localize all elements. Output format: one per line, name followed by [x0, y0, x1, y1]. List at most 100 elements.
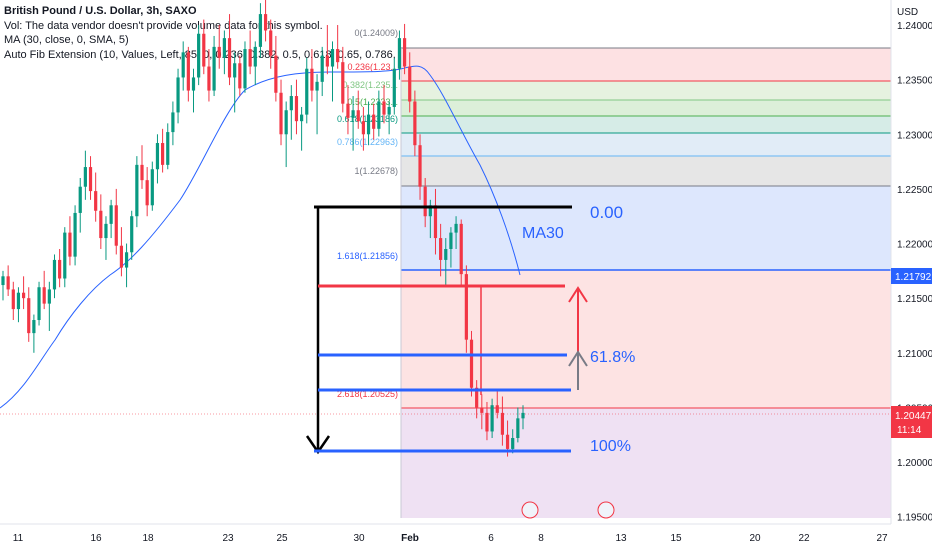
candle-body	[1, 276, 5, 286]
candle	[243, 41, 247, 93]
candle-body	[413, 101, 417, 146]
candle-body	[480, 407, 484, 413]
time-tick-label: 8	[538, 533, 544, 544]
candle-body	[68, 232, 72, 257]
fib-zone-05-0618	[401, 116, 891, 133]
candle-body	[459, 223, 463, 275]
candle-body	[315, 81, 319, 91]
candle-body	[233, 63, 237, 78]
candle-body	[269, 30, 273, 56]
legend-ma[interactable]: MA (30, close, 0, SMA, 5)	[4, 34, 129, 46]
candle	[284, 101, 288, 168]
price-tick-label: 1.24000	[897, 21, 932, 32]
candle	[63, 227, 67, 288]
candle-body	[423, 186, 427, 217]
annotation-ma30[interactable]: MA30	[522, 225, 564, 242]
candle	[397, 30, 402, 80]
candle-body	[372, 114, 376, 129]
time-tick-label: 11	[13, 533, 24, 544]
time-tick-label: 30	[353, 533, 365, 544]
legend-title[interactable]: British Pound / U.S. Dollar, 3h, SAXO	[4, 5, 197, 17]
legend-volume-note[interactable]: Vol: The data vendor doesn't provide vol…	[4, 19, 323, 32]
candle-body	[73, 212, 77, 257]
candle	[485, 401, 489, 441]
red-up-arrow-head[interactable]	[568, 286, 588, 303]
candle	[269, 19, 273, 69]
candle-body	[377, 101, 381, 129]
candle	[521, 405, 525, 430]
user-drawings[interactable]: 0.00 MA30 61.8% 100%	[305, 203, 635, 455]
candle-body	[300, 114, 304, 122]
candle	[212, 35, 216, 97]
ma30-line	[0, 65, 521, 409]
candle-body	[99, 210, 103, 239]
candle-body	[289, 96, 293, 111]
candle-body	[454, 223, 458, 233]
time-tick-label: 25	[276, 533, 288, 544]
candle	[274, 35, 278, 102]
candle	[387, 101, 391, 135]
candle-body	[253, 46, 257, 67]
fib-lines	[400, 47, 891, 518]
candle-body	[521, 412, 525, 419]
candle-body	[104, 223, 108, 239]
candle-body	[397, 38, 402, 69]
price-tick-label: 1.23500	[897, 76, 932, 87]
candle-body	[186, 52, 190, 91]
candle-body	[109, 205, 113, 224]
candle-body	[387, 106, 391, 115]
price-tick-label: 1.22000	[897, 240, 932, 251]
candle	[392, 57, 396, 115]
candle-body	[444, 248, 448, 260]
annotation-618[interactable]: 61.8%	[590, 349, 635, 366]
event-icon-flag-2[interactable]	[597, 501, 615, 519]
candle-body	[294, 96, 299, 122]
last-price-tag: 1.20447 11:14	[891, 406, 932, 438]
candle-body	[320, 55, 324, 82]
candle	[305, 57, 309, 124]
time-tick-label: 27	[876, 533, 888, 544]
candle	[83, 150, 87, 200]
time-axis[interactable]	[0, 523, 932, 550]
gray-up-arrow-head[interactable]	[568, 350, 588, 367]
fib-zone-0786-1	[401, 156, 891, 186]
candle-body	[217, 46, 221, 58]
candle	[263, 0, 268, 42]
economic-event-icons[interactable]	[521, 501, 615, 519]
candles	[1, 0, 525, 457]
candle	[181, 41, 185, 91]
time-tick-label: 18	[142, 533, 154, 544]
candle	[73, 205, 77, 266]
candle-body	[516, 418, 520, 439]
candle-body	[21, 292, 26, 299]
candle-body	[52, 259, 57, 290]
candle	[351, 96, 355, 151]
candle-body	[490, 405, 494, 432]
candle-body	[341, 62, 345, 104]
candle	[377, 90, 381, 137]
candle-body	[238, 63, 242, 89]
candle	[475, 380, 479, 419]
fib-zone-2618-plus	[401, 408, 891, 518]
candle-body	[32, 320, 36, 334]
candle-body	[382, 101, 386, 115]
event-icon-flag-1[interactable]	[521, 501, 539, 519]
annotation-zero[interactable]: 0.00	[590, 203, 623, 222]
candle-body	[428, 205, 432, 217]
candle-body	[94, 191, 98, 211]
annotation-100[interactable]: 100%	[590, 438, 631, 455]
candle-body	[361, 121, 365, 135]
last-price-value: 1.20447	[895, 411, 932, 422]
candle	[114, 188, 118, 255]
candle-body	[392, 68, 396, 107]
fib-level-label: 0.5(1.2333...	[347, 97, 398, 107]
candle	[402, 23, 407, 75]
candle-body	[207, 66, 211, 91]
candle	[186, 46, 190, 102]
candle	[222, 30, 226, 75]
candle	[166, 123, 170, 170]
candle-body	[274, 55, 278, 93]
candle-body	[155, 143, 160, 170]
candle-body	[263, 14, 268, 31]
